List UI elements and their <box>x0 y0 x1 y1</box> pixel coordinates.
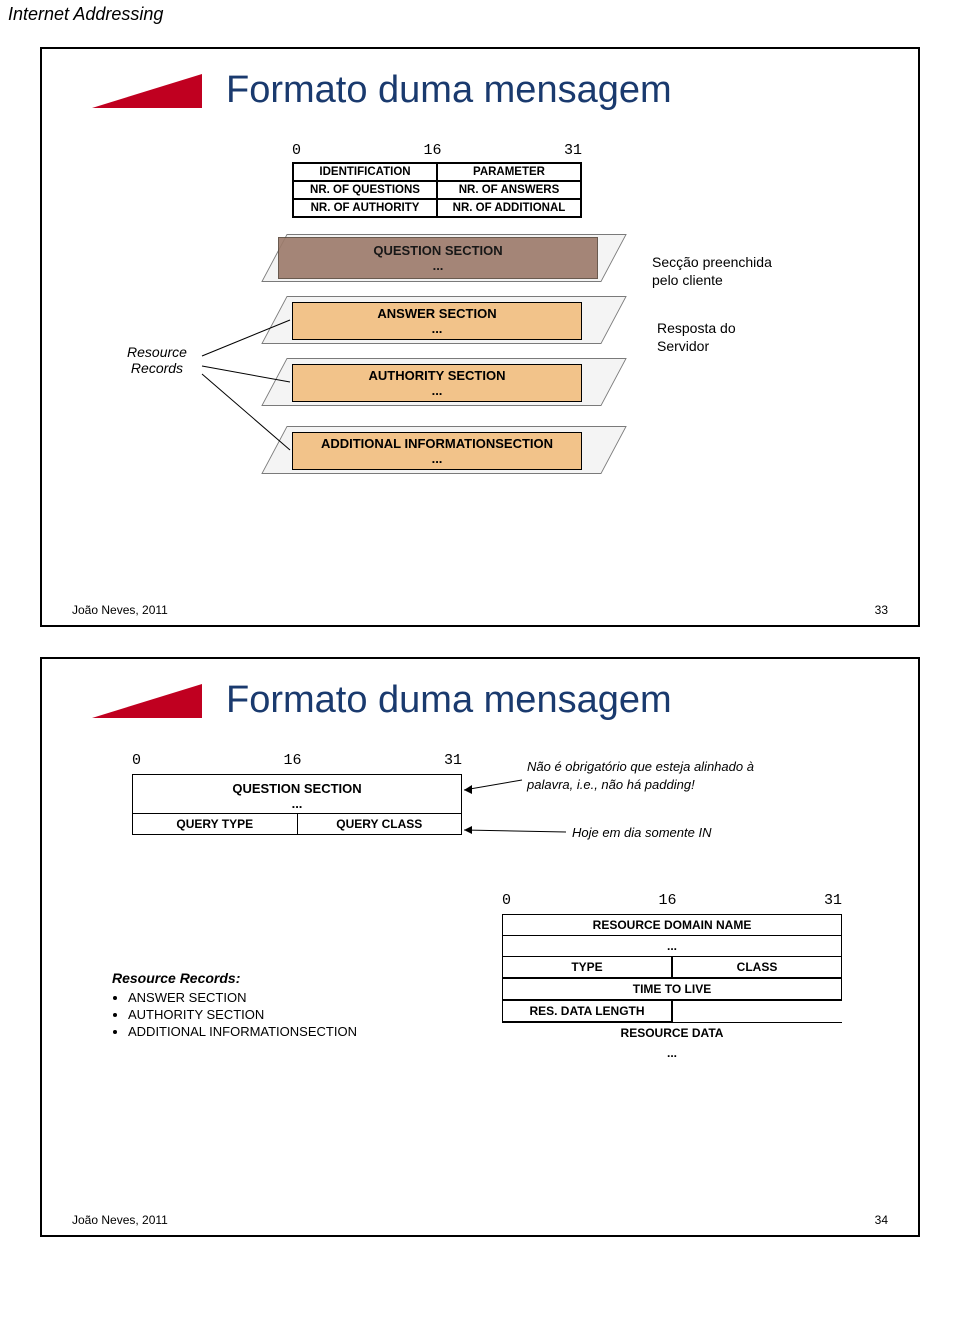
note-client: Secção preenchidapelo cliente <box>652 254 772 289</box>
authority-section-label: AUTHORITY SECTION <box>369 368 506 383</box>
hdr-nra: NR. OF ANSWERS <box>437 181 581 199</box>
title-row: Formato duma mensagem <box>92 69 888 112</box>
rr-ttl: TIME TO LIVE <box>502 978 842 1000</box>
slide-footer: João Neves, 2011 34 <box>72 1213 888 1227</box>
dots: ... <box>432 321 443 336</box>
ruler-0: 0 <box>502 892 511 909</box>
slide-title: Formato duma mensagem <box>226 679 672 722</box>
hdr-nrauth: NR. OF AUTHORITY <box>293 199 437 217</box>
diagram-area: 0 16 31 IDENTIFICATION PARAMETER NR. OF … <box>72 142 888 542</box>
slide-34: Formato duma mensagem 0 16 31 QUESTION S… <box>40 657 920 1237</box>
q-section-label: QUESTION SECTION <box>232 781 361 796</box>
resource-records-label: Resource Records <box>112 344 202 376</box>
rr-bullet-list: Resource Records: ANSWER SECTION AUTHORI… <box>112 970 442 1041</box>
answer-section-box: ANSWER SECTION ... <box>292 302 582 340</box>
query-type-cell: QUERY TYPE <box>133 814 298 834</box>
rr-domain-name: RESOURCE DOMAIN NAME <box>502 914 842 936</box>
rr-class: CLASS <box>672 956 842 978</box>
question-section-box: QUESTION SECTION ... <box>278 237 598 279</box>
ruler-0: 0 <box>132 752 141 769</box>
title-row: Formato duma mensagem <box>92 679 888 722</box>
query-class-cell: QUERY CLASS <box>298 814 462 834</box>
additional-section-box: ADDITIONAL INFORMATIONSECTION ... <box>292 432 582 470</box>
question-section-label: QUESTION SECTION <box>373 243 502 258</box>
authority-section-box: AUTHORITY SECTION ... <box>292 364 582 402</box>
dots: ... <box>502 936 842 956</box>
ruler-16: 16 <box>283 752 301 769</box>
dots: ... <box>432 451 443 466</box>
hdr-nrq: NR. OF QUESTIONS <box>293 181 437 199</box>
dots: ... <box>502 1043 842 1063</box>
rr-bullet-answer: ANSWER SECTION <box>128 990 442 1005</box>
ruler-0: 0 <box>292 142 301 159</box>
ruler-31: 31 <box>564 142 582 159</box>
footer-author: João Neves, 2011 <box>72 603 168 617</box>
rr-line1: Resource <box>127 344 187 360</box>
rr-empty <box>672 1000 842 1022</box>
footer-pagenum: 34 <box>875 1213 888 1227</box>
hdr-nradd: NR. OF ADDITIONAL <box>437 199 581 217</box>
bit-ruler-rr: 0 16 31 <box>502 892 842 909</box>
hdr-parameter: PARAMETER <box>437 163 581 181</box>
question-section-box2: QUESTION SECTION ... <box>133 775 461 814</box>
bit-ruler-q: 0 16 31 <box>132 752 462 769</box>
rr-line2: Records <box>131 360 183 376</box>
rr-heading: Resource Records: <box>112 970 442 986</box>
footer-author: João Neves, 2011 <box>72 1213 168 1227</box>
ruler-16: 16 <box>423 142 441 159</box>
slide-33: Formato duma mensagem 0 16 31 IDENTIFICA… <box>40 47 920 627</box>
note-server: Resposta doServidor <box>657 320 736 355</box>
rr-table: RESOURCE DOMAIN NAME ... TYPE CLASS TIME… <box>502 914 842 1063</box>
dots: ... <box>292 796 303 811</box>
slide-title: Formato duma mensagem <box>226 69 672 112</box>
dots: ... <box>433 258 444 273</box>
note-padding: Não é obrigatório que esteja alinhado àp… <box>527 758 847 793</box>
diagram-area-2: 0 16 31 QUESTION SECTION ... QUERY TYPE … <box>72 752 888 1172</box>
note-in: Hoje em dia somente IN <box>572 824 711 842</box>
triangle-icon <box>92 74 202 108</box>
dots: ... <box>432 383 443 398</box>
slide-footer: João Neves, 2011 33 <box>72 603 888 617</box>
ruler-31: 31 <box>824 892 842 909</box>
answer-section-label: ANSWER SECTION <box>377 306 496 321</box>
bit-ruler: 0 16 31 <box>292 142 582 159</box>
rr-bullet-authority: AUTHORITY SECTION <box>128 1007 442 1022</box>
header-table: IDENTIFICATION PARAMETER NR. OF QUESTION… <box>292 162 582 218</box>
rr-data: RESOURCE DATA <box>502 1022 842 1043</box>
ruler-16: 16 <box>658 892 676 909</box>
additional-section-label: ADDITIONAL INFORMATIONSECTION <box>321 436 553 451</box>
rr-bullet-additional: ADDITIONAL INFORMATIONSECTION <box>128 1024 442 1039</box>
rr-type: TYPE <box>502 956 672 978</box>
triangle-icon <box>92 684 202 718</box>
ruler-31: 31 <box>444 752 462 769</box>
footer-pagenum: 33 <box>875 603 888 617</box>
rr-datalen: RES. DATA LENGTH <box>502 1000 672 1022</box>
page-header: Internet Addressing <box>0 0 960 29</box>
hdr-identification: IDENTIFICATION <box>293 163 437 181</box>
